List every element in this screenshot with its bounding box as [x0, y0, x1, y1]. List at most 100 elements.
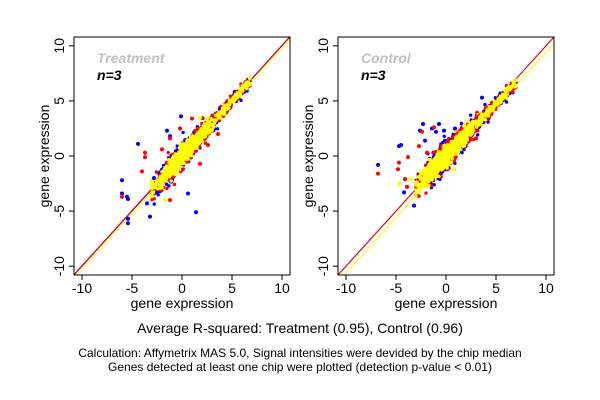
data-point-yellow	[213, 113, 218, 118]
data-point-yellow	[417, 189, 421, 194]
data-point-yellow	[150, 190, 154, 194]
data-point-yellow	[429, 158, 433, 163]
panel-title: Control	[361, 50, 412, 66]
data-point-yellow	[160, 170, 164, 174]
outlier-point-red	[216, 131, 220, 136]
plot-area	[74, 37, 290, 275]
outlier-point-blue	[179, 114, 183, 119]
x-axis-label: gene expression	[395, 295, 498, 311]
data-point-yellow	[240, 84, 244, 88]
data-point-red	[474, 115, 478, 119]
data-point-red	[154, 170, 159, 174]
data-point-yellow	[442, 163, 447, 167]
outlier-point-red	[405, 184, 409, 189]
data-point-red	[186, 160, 191, 164]
data-point-yellow	[216, 116, 220, 120]
outlier-point-blue	[434, 129, 438, 134]
outlier-point-yellow	[409, 177, 413, 182]
outlier-point-red	[178, 126, 182, 131]
data-point-red	[459, 127, 464, 131]
outlier-point-red	[140, 169, 144, 174]
data-point-yellow	[437, 163, 442, 168]
outlier-point-red	[120, 194, 124, 199]
data-point-yellow	[414, 194, 418, 199]
x-tick-label: -5	[126, 280, 139, 296]
data-point-red	[424, 191, 428, 195]
outlier-point-red	[376, 171, 380, 176]
data-point-red	[201, 116, 205, 120]
data-point-yellow	[468, 132, 472, 136]
outlier-point-blue	[402, 190, 406, 195]
data-point-red	[431, 151, 435, 155]
data-point-yellow	[233, 92, 238, 97]
data-point-yellow	[416, 175, 421, 179]
data-point-yellow	[449, 145, 454, 150]
outlier-point-red	[474, 136, 478, 141]
outlier-point-yellow	[163, 198, 167, 203]
data-point-red	[172, 182, 177, 187]
data-point-yellow	[430, 175, 435, 179]
data-point-yellow	[170, 169, 174, 174]
data-point-blue	[152, 202, 156, 206]
outlier-point-blue	[423, 138, 427, 143]
data-point-yellow	[492, 101, 497, 106]
data-point-yellow	[189, 140, 194, 145]
data-point-yellow	[225, 103, 229, 107]
outlier-point-blue	[421, 122, 425, 127]
data-point-yellow	[437, 150, 442, 154]
data-point-yellow	[458, 133, 462, 137]
data-point-yellow	[165, 169, 169, 174]
data-point-red	[430, 184, 434, 188]
plot-area	[338, 37, 554, 275]
data-point-yellow	[203, 132, 208, 136]
data-point-yellow	[436, 160, 441, 165]
y-tick-label: -5	[51, 205, 67, 218]
outlier-point-red	[143, 150, 147, 155]
data-point-yellow	[194, 140, 198, 144]
data-point-yellow	[414, 188, 418, 192]
data-point-yellow	[445, 150, 450, 155]
data-point-blue	[181, 130, 185, 135]
data-point-yellow	[193, 145, 197, 149]
outlier-point-blue	[437, 122, 441, 127]
data-point-yellow	[150, 193, 154, 197]
data-point-yellow	[459, 139, 464, 144]
data-point-yellow	[445, 166, 449, 170]
data-point-yellow	[186, 140, 191, 145]
data-point-blue	[215, 127, 220, 131]
data-point-red	[439, 143, 443, 148]
panel-subtitle: n=3	[361, 67, 386, 83]
outlier-point-blue	[412, 203, 416, 208]
outlier-point-blue	[145, 201, 149, 206]
data-point-yellow	[421, 184, 426, 188]
data-point-yellow	[422, 177, 427, 182]
data-point-yellow	[478, 122, 482, 126]
data-point-yellow	[168, 158, 172, 163]
data-point-yellow	[424, 172, 428, 176]
data-point-yellow	[468, 122, 473, 127]
outlier-point-blue	[152, 176, 156, 181]
data-point-yellow	[471, 125, 475, 129]
data-point-yellow	[197, 142, 201, 146]
data-point-yellow	[465, 137, 469, 142]
data-point-yellow	[483, 118, 488, 122]
outlier-point-yellow	[198, 115, 202, 120]
outlier-point-red	[417, 144, 421, 149]
data-point-yellow	[456, 148, 461, 152]
data-point-yellow	[180, 154, 184, 159]
data-point-yellow	[185, 149, 189, 154]
data-point-blue	[239, 98, 243, 103]
x-tick-label: 0	[442, 280, 450, 296]
outlier-point-red	[420, 129, 424, 134]
data-point-yellow	[201, 124, 206, 128]
y-tick-label: 0	[315, 152, 331, 160]
data-point-yellow	[223, 107, 228, 111]
data-point-yellow	[180, 151, 184, 155]
outlier-point-red	[168, 198, 172, 203]
data-point-red	[181, 167, 186, 171]
data-point-yellow	[438, 154, 442, 159]
data-point-yellow	[156, 181, 160, 185]
y-tick-label: -5	[315, 205, 331, 218]
data-point-yellow	[431, 169, 435, 173]
